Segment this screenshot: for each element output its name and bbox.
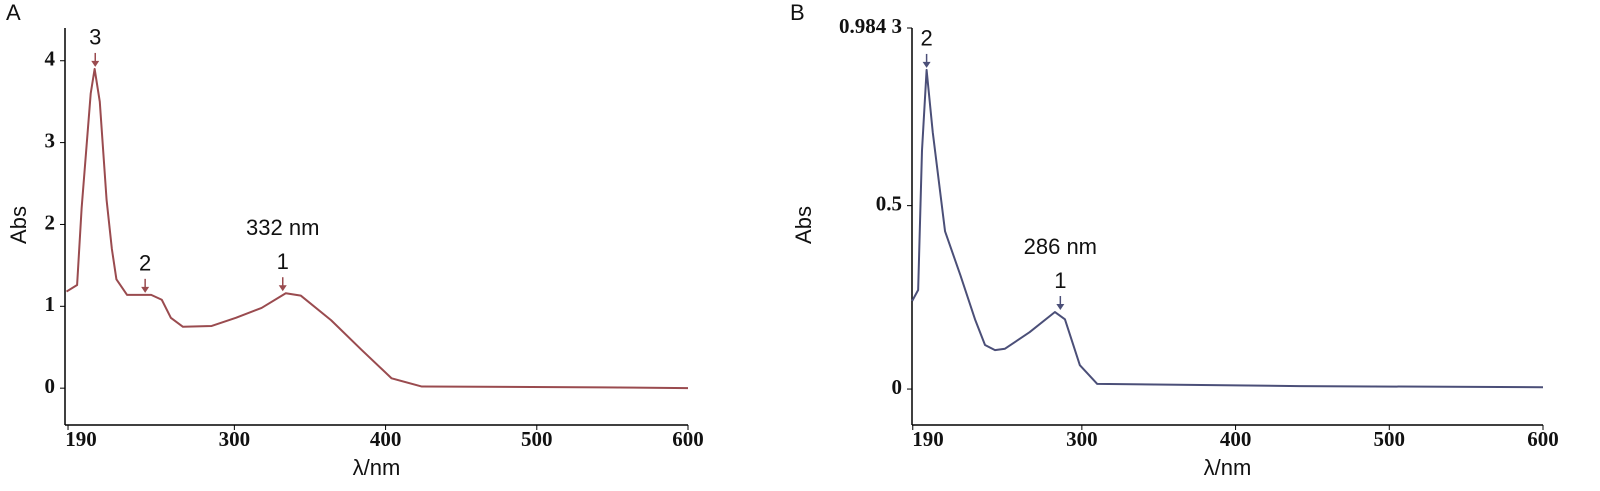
y-axis-title: Abs	[6, 206, 31, 244]
x-tick-label: 500	[1374, 427, 1406, 451]
x-tick-label: 400	[1220, 427, 1252, 451]
annotation-label: 2	[920, 26, 932, 51]
annotation-label: 1	[277, 249, 289, 274]
y-tick-label: 0.5	[876, 191, 902, 215]
x-tick-label: 300	[1066, 427, 1098, 451]
x-tick-label: 190	[65, 427, 97, 451]
y-axis-title: Abs	[791, 206, 816, 244]
x-tick-label: 500	[521, 427, 553, 451]
arrow-head	[91, 60, 100, 67]
arrow-head	[922, 61, 931, 68]
x-tick-label: 400	[370, 427, 402, 451]
x-tick-label: 300	[219, 427, 251, 451]
x-tick-label: 600	[1527, 427, 1559, 451]
x-tick-label: 190	[912, 427, 944, 451]
x-axis-title: λ/nm	[353, 455, 401, 480]
y-tick-label: 3	[45, 128, 56, 152]
annotation-label: 2	[139, 251, 151, 276]
arrow-head	[141, 286, 150, 293]
y-tick-label: 4	[45, 47, 56, 71]
y-tick-label: 0	[45, 374, 56, 398]
data-line	[65, 67, 689, 390]
data-line	[911, 68, 1544, 389]
x-tick-label: 600	[672, 427, 704, 451]
annotation-label: 332 nm	[246, 215, 319, 240]
annotation-label: 1	[1054, 268, 1066, 293]
arrow-head	[278, 285, 287, 292]
x-axis-title: λ/nm	[1204, 455, 1252, 480]
y-tick-label: 0	[892, 375, 903, 399]
y-tick-label: 1	[45, 292, 56, 316]
annotation-label: 3	[89, 25, 101, 50]
y-tick-label: 0.984 3	[839, 14, 902, 38]
arrow-head	[1056, 304, 1065, 311]
y-tick-label: 2	[45, 210, 56, 234]
annotation-label: 286 nm	[1024, 234, 1097, 259]
panel-label: A	[6, 0, 21, 25]
panel-label: B	[790, 0, 805, 25]
